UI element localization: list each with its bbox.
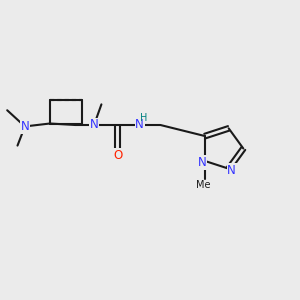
Text: Me: Me: [196, 180, 211, 190]
Text: N: N: [20, 120, 29, 133]
Text: N: N: [135, 118, 144, 131]
Text: N: N: [90, 118, 98, 131]
Text: N: N: [198, 156, 206, 169]
Text: O: O: [113, 149, 122, 162]
Text: H: H: [140, 112, 147, 123]
Text: N: N: [227, 164, 236, 177]
